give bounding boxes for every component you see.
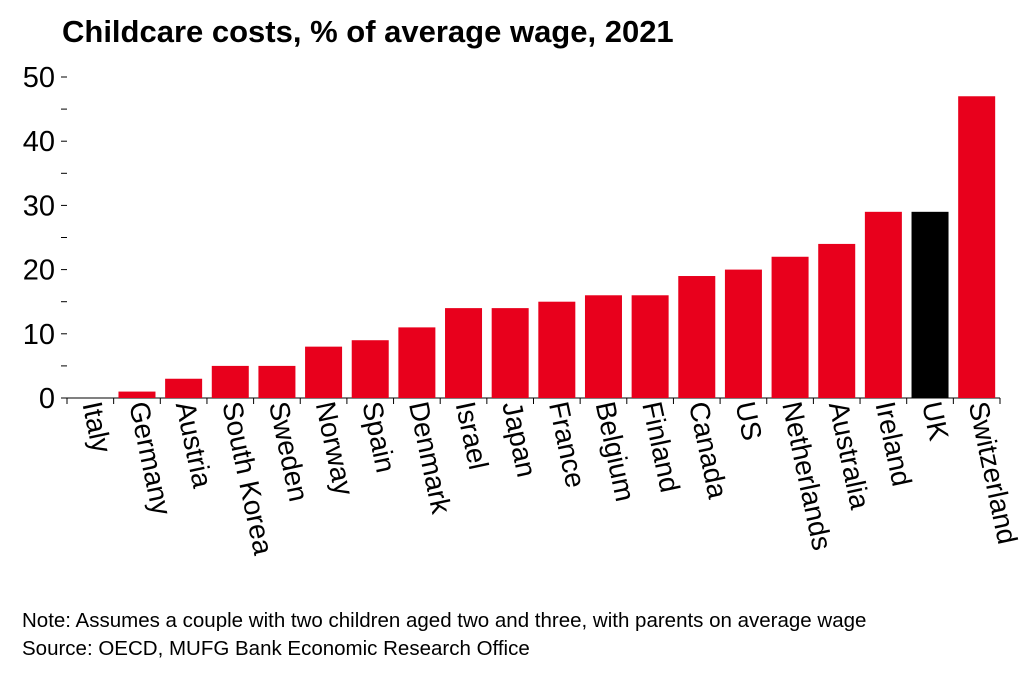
- x-tick-label: Spain: [356, 399, 401, 476]
- bar-denmark: [398, 327, 436, 398]
- y-tick-label: 10: [23, 319, 55, 351]
- bar-sweden: [258, 365, 296, 398]
- x-tick-label: Japan: [496, 399, 542, 480]
- chart-source: Source: OECD, MUFG Bank Economic Researc…: [22, 637, 530, 660]
- x-tick-label: Italy: [76, 399, 117, 456]
- bar-uk: [911, 211, 949, 398]
- bar-australia: [818, 243, 856, 398]
- bar-canada: [678, 276, 716, 398]
- bar-france: [538, 301, 576, 398]
- x-tick-label: Canada: [683, 399, 734, 502]
- x-tick-label: Sweden: [263, 399, 314, 504]
- bar-netherlands: [771, 256, 809, 398]
- bar-japan: [491, 308, 529, 398]
- y-axis: 0 10 20 30 40 50: [23, 62, 1001, 415]
- x-tick-label: Switzerland: [963, 399, 1022, 547]
- x-tick-label: Israel: [450, 399, 495, 472]
- x-tick-label: Ireland: [870, 399, 918, 489]
- x-tick-label: US: [730, 399, 768, 444]
- bar-series: [118, 96, 996, 398]
- x-tick-label: Austria: [170, 399, 219, 491]
- bar-spain: [351, 340, 389, 398]
- x-tick-label: Norway: [310, 399, 360, 498]
- bar-austria: [165, 378, 203, 398]
- bar-switzerland: [958, 96, 996, 398]
- y-tick-label: 40: [23, 126, 55, 158]
- chart-note: Note: Assumes a couple with two children…: [22, 609, 867, 632]
- bar-germany: [118, 391, 156, 398]
- x-tick-label: Belgium: [590, 399, 641, 504]
- y-tick-label: 20: [23, 255, 55, 287]
- bar-ireland: [864, 211, 902, 398]
- bar-south-korea: [211, 365, 249, 398]
- y-tick-label: 30: [23, 190, 55, 222]
- x-tick-label: UK: [916, 399, 954, 444]
- bar-finland: [631, 295, 669, 398]
- x-tick-label: Australia: [823, 399, 876, 512]
- x-tick-label: Germany: [123, 399, 177, 518]
- y-tick-label: 50: [23, 62, 55, 94]
- bar-norway: [305, 346, 343, 398]
- bar-belgium: [584, 295, 622, 398]
- chart-title: Childcare costs, % of average wage, 2021: [62, 14, 674, 49]
- y-tick-label: 0: [39, 383, 55, 415]
- x-tick-label: Denmark: [403, 399, 457, 518]
- x-tick-label: Finland: [636, 399, 685, 495]
- bar-us: [724, 269, 762, 398]
- bar-israel: [445, 308, 483, 398]
- x-tick-label: France: [543, 399, 591, 491]
